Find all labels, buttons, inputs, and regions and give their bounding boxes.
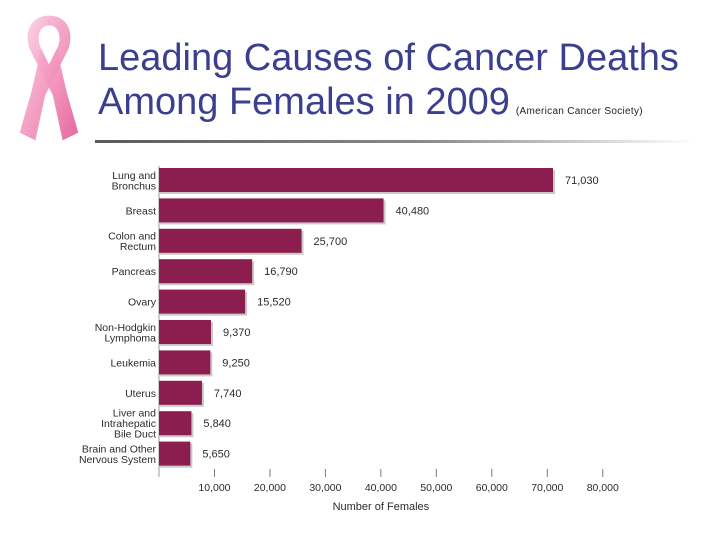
bar-5 <box>159 320 211 344</box>
bar-9 <box>159 441 191 466</box>
value-label: 5,840 <box>203 418 231 430</box>
x-tick-label: 60,000 <box>476 482 508 494</box>
bar-4 <box>159 289 246 314</box>
category-label: Liver and Intrahepatic Bile Duct <box>101 408 156 441</box>
bar-2 <box>159 228 302 253</box>
slide-title: Leading Causes of Cancer Deaths Among Fe… <box>98 36 708 134</box>
value-label: 16,790 <box>264 266 298 278</box>
x-axis-title: Number of Females <box>333 501 430 513</box>
category-label: Brain and Other Nervous System <box>79 443 157 466</box>
title-line-1: Leading Causes of Cancer Deaths <box>98 37 679 79</box>
x-tick-label: 10,000 <box>198 482 230 494</box>
bar-7 <box>159 380 202 405</box>
bar-6 <box>159 350 211 375</box>
category-label: Lung and Bronchus <box>112 170 157 193</box>
source-note: (American Cancer Society) <box>515 106 643 117</box>
category-label: Uterus <box>125 388 156 400</box>
value-label: 71,030 <box>565 175 599 187</box>
title-line-2: Among Females in 2009 <box>98 81 510 123</box>
bar-3 <box>159 259 253 284</box>
bar-1 <box>159 198 384 223</box>
value-label: 7,740 <box>214 388 242 400</box>
pink-ribbon-icon <box>19 15 79 141</box>
value-label: 25,700 <box>314 236 348 248</box>
x-tick-label: 50,000 <box>420 482 452 494</box>
x-tick-label: 70,000 <box>531 482 563 494</box>
category-label: Colon and Rectum <box>108 231 156 254</box>
value-label: 40,480 <box>396 205 430 217</box>
title-divider <box>95 140 695 143</box>
category-label: Breast <box>126 205 156 217</box>
category-label: Non-Hodgkin Lymphoma <box>95 322 156 345</box>
bar-8 <box>159 411 192 436</box>
value-label: 9,370 <box>223 327 251 339</box>
value-label: 9,250 <box>222 357 250 369</box>
x-tick-label: 30,000 <box>309 482 341 494</box>
value-label: 15,520 <box>257 297 291 309</box>
category-label: Leukemia <box>110 357 156 369</box>
category-label: Pancreas <box>112 266 156 278</box>
category-label: Ovary <box>128 297 157 309</box>
value-label: 5,650 <box>202 449 230 461</box>
x-tick-label: 20,000 <box>254 482 286 494</box>
x-tick-label: 40,000 <box>365 482 397 494</box>
bar-0 <box>159 168 553 192</box>
x-tick-label: 80,000 <box>587 482 619 494</box>
